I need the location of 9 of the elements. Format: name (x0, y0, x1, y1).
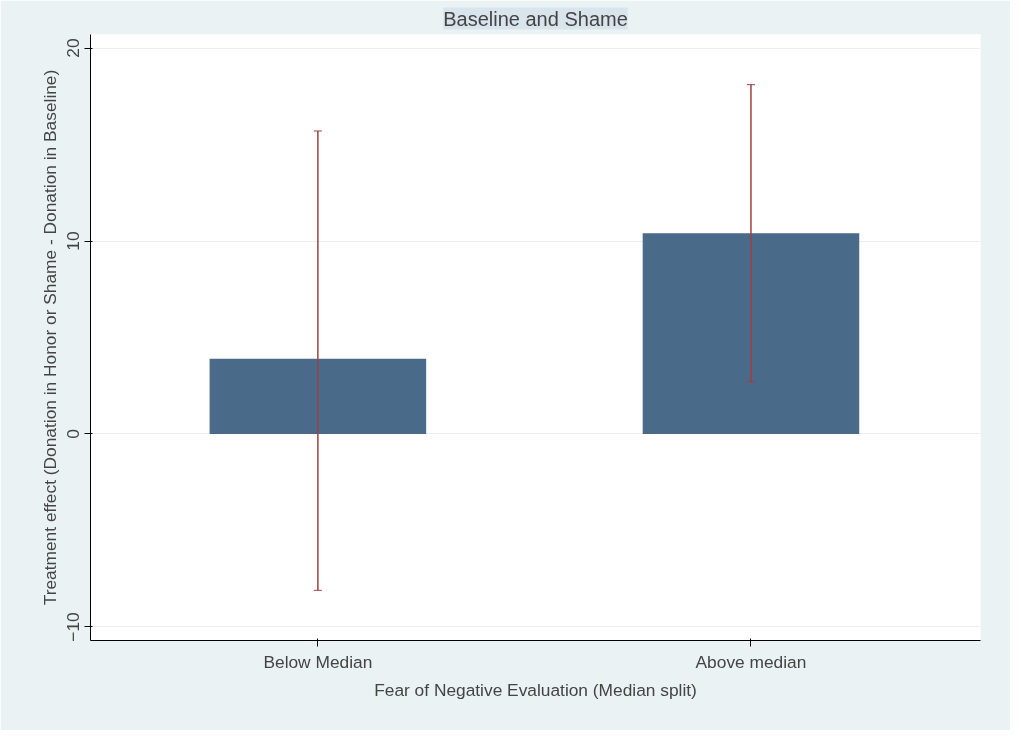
x-tick-label: Below Median (263, 651, 373, 672)
y-tick-label: 20 (63, 38, 84, 58)
x-axis-title: Fear of Negative Evaluation (Median split) (374, 679, 697, 700)
x-tick-label: Above median (695, 651, 807, 672)
chart-title: Baseline and Shame (443, 7, 628, 30)
y-axis-title: Treatment effect (Donation in Honor or Shame - Donation in Baseline) (39, 69, 60, 606)
y-tick-label: 10 (63, 231, 84, 251)
y-tick-label: 0 (63, 429, 84, 439)
y-tick-label: −10 (63, 612, 84, 642)
